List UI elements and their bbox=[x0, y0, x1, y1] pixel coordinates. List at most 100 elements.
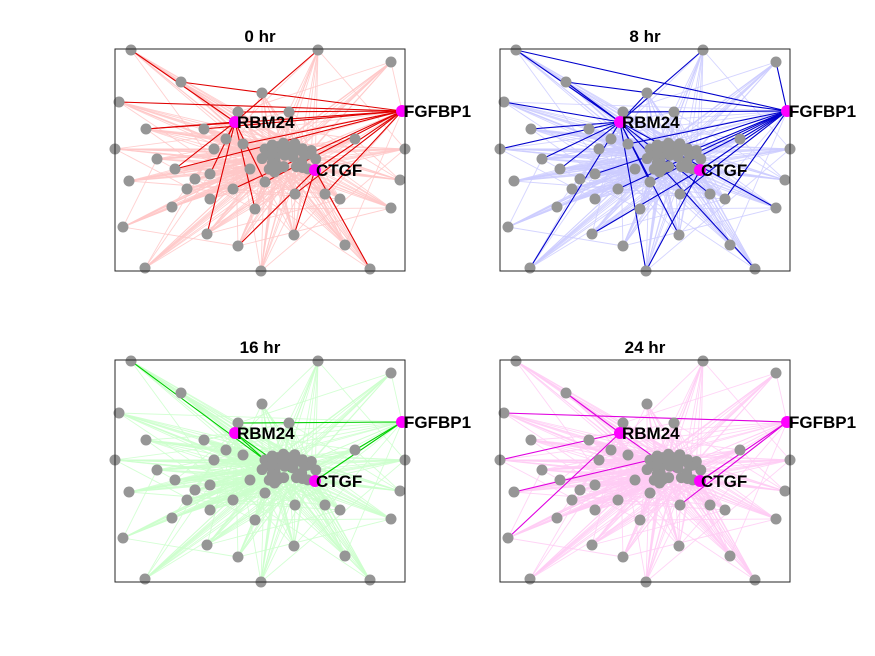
background-edge bbox=[699, 169, 777, 209]
label-fgfbp1: FGFBP1 bbox=[404, 102, 471, 121]
background-edge bbox=[622, 61, 777, 113]
highlighted-edge bbox=[234, 121, 266, 183]
background-edge bbox=[579, 479, 636, 491]
background-edge bbox=[194, 479, 251, 491]
node bbox=[266, 148, 278, 160]
node bbox=[697, 44, 709, 56]
background-edge bbox=[678, 421, 788, 547]
label-fgfbp1: FGFBP1 bbox=[789, 102, 856, 121]
background-edge bbox=[729, 110, 788, 246]
node bbox=[583, 123, 595, 135]
background-edge bbox=[186, 499, 341, 511]
background-edge bbox=[645, 482, 661, 583]
label-rbm24: RBM24 bbox=[622, 113, 680, 132]
background-edge bbox=[696, 150, 777, 209]
label-ctgf: CTGF bbox=[701, 161, 747, 180]
node bbox=[589, 168, 601, 180]
background-edge bbox=[268, 479, 346, 557]
label-ctgf: CTGF bbox=[701, 472, 747, 491]
background-edge bbox=[118, 101, 371, 270]
background-edge bbox=[209, 403, 263, 511]
node-rbm24 bbox=[229, 116, 241, 128]
node bbox=[288, 540, 300, 552]
node bbox=[181, 494, 193, 506]
background-edge bbox=[594, 403, 648, 511]
node bbox=[704, 499, 716, 511]
node bbox=[524, 262, 536, 274]
background-edge bbox=[700, 449, 741, 471]
node bbox=[668, 417, 680, 429]
highlighted-edge bbox=[503, 412, 788, 423]
background-edge bbox=[515, 49, 619, 190]
panel-title: 0 hr bbox=[244, 27, 276, 46]
node bbox=[510, 355, 522, 367]
background-edge bbox=[130, 360, 182, 394]
node bbox=[139, 573, 151, 585]
node bbox=[272, 473, 284, 485]
background-edge bbox=[314, 480, 392, 520]
node bbox=[749, 263, 761, 275]
node bbox=[779, 174, 791, 186]
label-rbm24: RBM24 bbox=[622, 424, 680, 443]
background-edge bbox=[315, 138, 356, 160]
node bbox=[605, 133, 617, 145]
background-edge bbox=[610, 360, 704, 451]
background-edge bbox=[390, 61, 403, 112]
highlighted-edge bbox=[237, 169, 316, 247]
node bbox=[651, 148, 663, 160]
node bbox=[734, 133, 746, 145]
node bbox=[227, 183, 239, 195]
node bbox=[256, 87, 268, 99]
background-edge bbox=[699, 480, 786, 492]
background-edge bbox=[639, 518, 777, 521]
node bbox=[719, 504, 731, 516]
node bbox=[189, 173, 201, 185]
background-edge bbox=[775, 372, 788, 423]
node bbox=[277, 456, 289, 468]
highlighted-edges bbox=[499, 392, 788, 539]
background-edge bbox=[656, 360, 704, 457]
highlighted-edge bbox=[180, 81, 403, 112]
node bbox=[641, 464, 653, 476]
node bbox=[629, 163, 641, 175]
axes-frame bbox=[499, 48, 791, 272]
highlighted-edge bbox=[565, 81, 621, 123]
node bbox=[204, 193, 216, 205]
node bbox=[140, 123, 152, 135]
background-edge bbox=[499, 110, 788, 150]
background-edge bbox=[571, 499, 726, 511]
node bbox=[586, 539, 598, 551]
background-edge bbox=[507, 469, 543, 539]
highlighted-edge bbox=[724, 110, 788, 200]
node bbox=[385, 367, 397, 379]
node bbox=[198, 434, 210, 446]
node bbox=[749, 574, 761, 586]
node bbox=[259, 487, 271, 499]
background-edge bbox=[645, 171, 661, 272]
node bbox=[770, 56, 782, 68]
background-edge bbox=[234, 432, 356, 451]
node bbox=[498, 407, 510, 419]
background-edge bbox=[225, 360, 319, 451]
background-edge bbox=[225, 49, 319, 140]
node bbox=[508, 175, 520, 187]
node bbox=[299, 460, 311, 472]
node bbox=[668, 106, 680, 118]
label-rbm24: RBM24 bbox=[237, 424, 295, 443]
background-edge bbox=[729, 421, 788, 557]
panel-title: 24 hr bbox=[625, 338, 666, 357]
background-edge bbox=[513, 148, 658, 182]
background-edge bbox=[272, 61, 392, 151]
node bbox=[312, 355, 324, 367]
background-edge bbox=[622, 207, 777, 247]
node bbox=[525, 123, 537, 135]
highlighted-edge bbox=[679, 421, 788, 506]
panel-0hr: 0 hr RBM24 CTGF FGFBP1 bbox=[109, 27, 471, 277]
node bbox=[574, 484, 586, 496]
background-edge bbox=[591, 198, 726, 235]
background-edge bbox=[559, 432, 621, 481]
background-edge bbox=[657, 61, 777, 151]
background-edge bbox=[237, 518, 392, 558]
node bbox=[220, 444, 232, 456]
node bbox=[140, 434, 152, 446]
